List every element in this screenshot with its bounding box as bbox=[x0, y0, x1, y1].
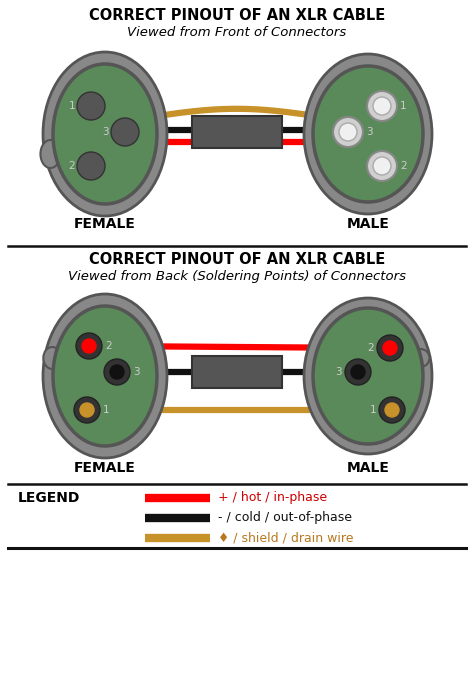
Text: Viewed from Front of Connectors: Viewed from Front of Connectors bbox=[128, 26, 346, 39]
Ellipse shape bbox=[313, 66, 423, 202]
Text: Viewed from Back (Soldering Points) of Connectors: Viewed from Back (Soldering Points) of C… bbox=[68, 270, 406, 283]
Ellipse shape bbox=[40, 140, 61, 168]
Bar bbox=[192, 116, 282, 148]
Text: 3: 3 bbox=[366, 127, 373, 137]
Circle shape bbox=[110, 365, 124, 379]
Text: 3: 3 bbox=[133, 367, 140, 377]
Circle shape bbox=[77, 92, 105, 120]
Circle shape bbox=[77, 152, 105, 180]
Circle shape bbox=[367, 151, 397, 181]
Text: 2: 2 bbox=[367, 343, 374, 353]
Ellipse shape bbox=[43, 52, 167, 216]
Circle shape bbox=[379, 397, 405, 423]
Circle shape bbox=[74, 397, 100, 423]
Circle shape bbox=[333, 117, 363, 147]
Text: LEGEND: LEGEND bbox=[18, 491, 81, 505]
Circle shape bbox=[367, 91, 397, 121]
Text: 3: 3 bbox=[336, 367, 342, 377]
Text: CORRECT PINOUT OF AN XLR CABLE: CORRECT PINOUT OF AN XLR CABLE bbox=[89, 8, 385, 23]
Ellipse shape bbox=[411, 349, 429, 367]
Text: 3: 3 bbox=[102, 127, 109, 137]
Circle shape bbox=[80, 403, 94, 417]
Circle shape bbox=[76, 333, 102, 359]
Text: MALE: MALE bbox=[346, 217, 390, 231]
Circle shape bbox=[385, 403, 399, 417]
Ellipse shape bbox=[43, 294, 167, 458]
Circle shape bbox=[82, 339, 96, 353]
Text: 2: 2 bbox=[68, 161, 75, 171]
Text: MALE: MALE bbox=[346, 461, 390, 475]
Text: 2: 2 bbox=[105, 341, 111, 351]
Text: + / hot / in-phase: + / hot / in-phase bbox=[218, 491, 327, 504]
Text: ♦ / shield / drain wire: ♦ / shield / drain wire bbox=[218, 531, 354, 544]
Circle shape bbox=[345, 359, 371, 385]
Text: 1: 1 bbox=[400, 101, 407, 111]
Bar bbox=[192, 356, 282, 388]
Circle shape bbox=[104, 359, 130, 385]
Ellipse shape bbox=[53, 64, 157, 204]
Circle shape bbox=[383, 341, 397, 355]
Ellipse shape bbox=[313, 308, 423, 444]
Ellipse shape bbox=[53, 306, 157, 446]
Circle shape bbox=[111, 118, 139, 146]
Circle shape bbox=[377, 335, 403, 361]
Text: 1: 1 bbox=[68, 101, 75, 111]
Circle shape bbox=[373, 97, 391, 115]
Circle shape bbox=[373, 157, 391, 175]
Circle shape bbox=[339, 123, 357, 141]
Ellipse shape bbox=[304, 298, 432, 454]
Text: - / cold / out-of-phase: - / cold / out-of-phase bbox=[218, 512, 352, 525]
Text: 1: 1 bbox=[103, 405, 109, 415]
Circle shape bbox=[351, 365, 365, 379]
Ellipse shape bbox=[43, 347, 61, 369]
Text: 2: 2 bbox=[400, 161, 407, 171]
Text: 1: 1 bbox=[369, 405, 376, 415]
Text: FEMALE: FEMALE bbox=[74, 217, 136, 231]
Text: CORRECT PINOUT OF AN XLR CABLE: CORRECT PINOUT OF AN XLR CABLE bbox=[89, 252, 385, 267]
Text: FEMALE: FEMALE bbox=[74, 461, 136, 475]
Ellipse shape bbox=[304, 54, 432, 214]
